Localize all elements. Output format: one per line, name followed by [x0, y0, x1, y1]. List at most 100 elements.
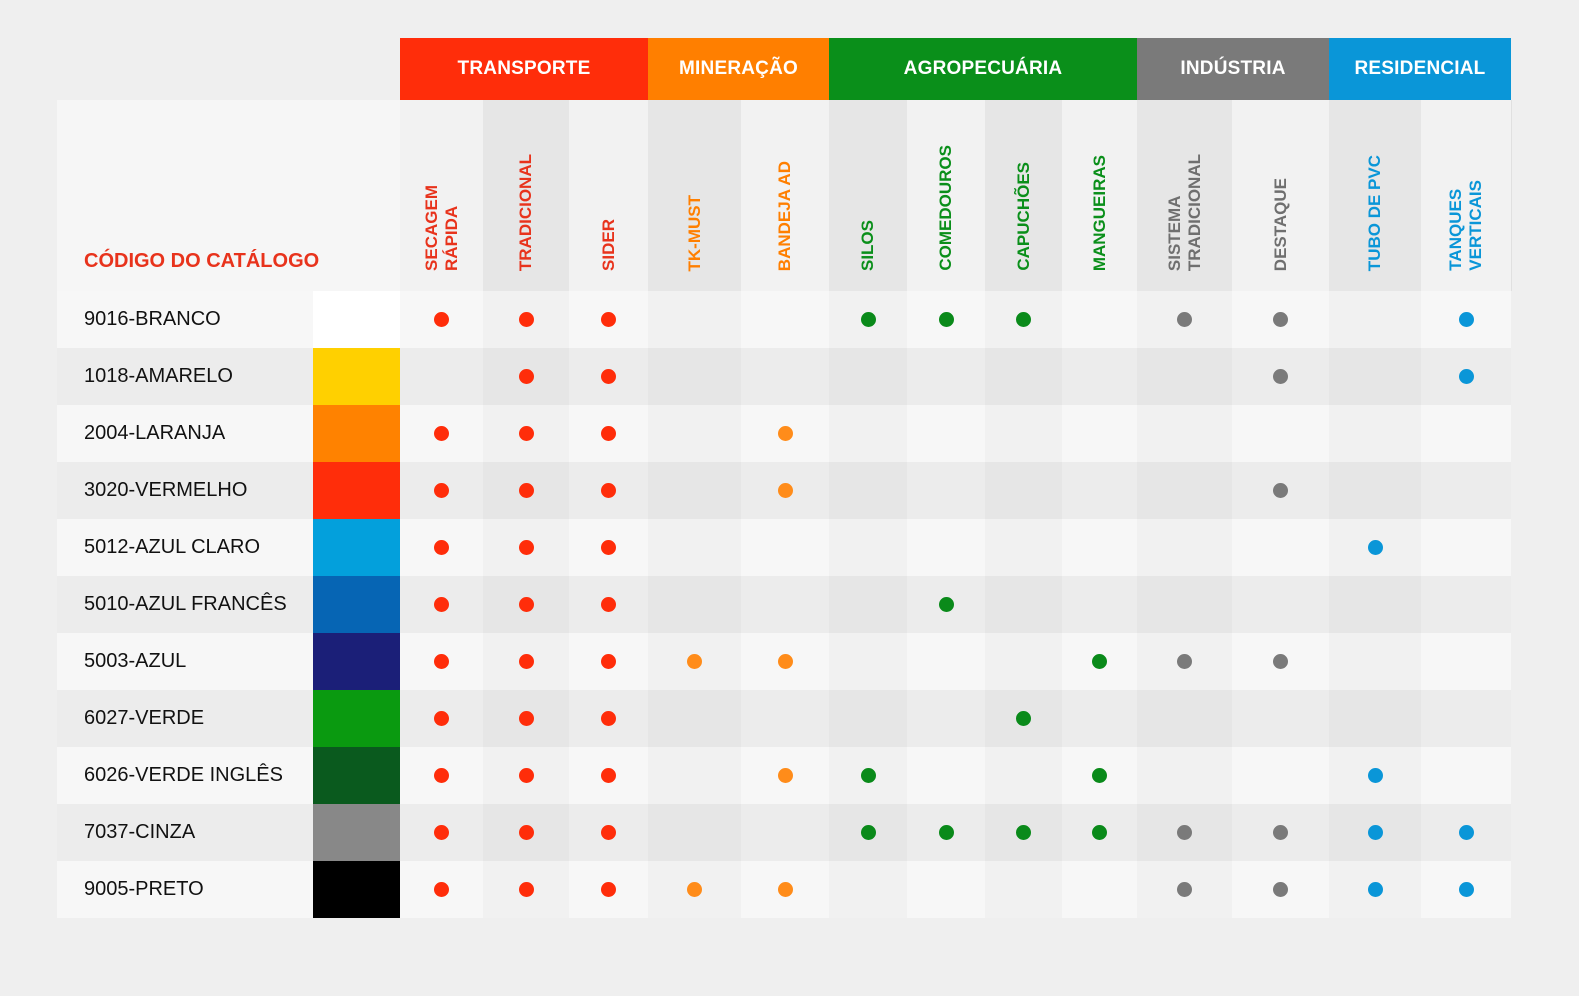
cell-shade	[648, 804, 741, 861]
availability-dot	[1273, 483, 1288, 498]
availability-dot	[518, 540, 534, 555]
row-color-code: 9005-PRETO	[84, 878, 204, 900]
cell-shade	[1137, 576, 1232, 633]
availability-dot	[601, 882, 616, 897]
availability-dot	[1458, 369, 1474, 384]
cell-shade	[985, 861, 1062, 918]
row-color-code: 9016-BRANCO	[84, 308, 221, 330]
availability-dot	[601, 426, 616, 441]
category-agropecuaria: AGROPECUÁRIA	[829, 38, 1137, 100]
cell-shade	[1137, 747, 1232, 804]
availability-dot	[434, 483, 449, 498]
cell-shade	[1137, 348, 1232, 405]
availability-dot	[1367, 882, 1383, 897]
availability-dot	[1367, 768, 1383, 783]
availability-dot	[777, 882, 793, 897]
availability-dot	[518, 312, 534, 327]
cell-shade	[648, 519, 741, 576]
availability-dot	[1092, 768, 1107, 783]
availability-dot	[601, 654, 616, 669]
column-header-label: TRADICIONAL	[516, 153, 535, 271]
availability-dot	[1177, 312, 1192, 327]
table-row	[57, 576, 1511, 633]
category-industria: INDÚSTRIA	[1137, 38, 1329, 100]
cell-shade	[648, 462, 741, 519]
availability-dot	[518, 369, 534, 384]
color-swatch	[313, 747, 400, 804]
cell-shade	[985, 633, 1062, 690]
availability-dot	[1458, 825, 1474, 840]
availability-dot	[518, 654, 534, 669]
column-header-label: SIDER	[598, 219, 618, 271]
row-color-code: 6027-VERDE	[84, 707, 205, 729]
cell-shade	[1137, 519, 1232, 576]
availability-dot	[1092, 654, 1107, 669]
row-color-code: 5003-AZUL	[84, 650, 187, 672]
availability-dot	[518, 711, 534, 726]
cell-shade	[985, 747, 1062, 804]
header-blank-area	[57, 100, 400, 291]
availability-dot	[1273, 882, 1288, 897]
column-header-label: COMEDOUROS	[936, 145, 955, 271]
availability-dot	[518, 825, 534, 840]
availability-dot	[434, 312, 449, 327]
category-transporte: TRANSPORTE	[400, 38, 648, 100]
column-header-label: SILOS	[858, 219, 877, 271]
availability-dot	[601, 483, 616, 498]
cell-shade	[648, 576, 741, 633]
row-color-code: 3020-VERMELHO	[84, 479, 248, 501]
cell-shade	[1329, 690, 1421, 747]
availability-dot	[434, 597, 449, 612]
cell-shade	[1329, 348, 1421, 405]
cell-shade	[829, 462, 907, 519]
availability-dot	[434, 768, 449, 783]
cell-shade	[1137, 690, 1232, 747]
availability-dot	[860, 312, 876, 327]
column-header-label: TUBO DE PVC	[1365, 154, 1384, 271]
column-header-label: DESTAQUE	[1270, 177, 1290, 271]
cell-shade	[985, 576, 1062, 633]
table-row	[57, 519, 1511, 576]
availability-dot	[777, 483, 793, 498]
column-header-label: SISTEMA TRADICIONAL	[1164, 153, 1204, 271]
column-header: COMEDOUROS	[907, 100, 986, 291]
availability-dot	[518, 882, 534, 897]
cell-shade	[648, 348, 741, 405]
availability-dot	[434, 825, 449, 840]
color-swatch	[313, 519, 400, 576]
availability-dot	[1177, 825, 1192, 840]
cell-shade	[1329, 462, 1421, 519]
availability-dot	[1367, 540, 1383, 555]
availability-dot	[434, 711, 449, 726]
availability-dot	[1273, 369, 1288, 384]
color-swatch	[313, 690, 400, 747]
column-header-label: BANDEJA AD	[775, 160, 794, 271]
cell-shade	[985, 405, 1062, 462]
column-header: TANQUES VERTICAIS	[1421, 100, 1512, 291]
column-header-label: TANQUES VERTICAIS	[1446, 180, 1485, 271]
cell-shade	[829, 405, 907, 462]
column-header: SIDER	[569, 100, 649, 291]
availability-dot	[1092, 825, 1107, 840]
cell-shade	[1329, 633, 1421, 690]
row-color-code: 2004-LARANJA	[84, 422, 226, 444]
column-header-label: CAPUCHÕES	[1013, 162, 1033, 271]
availability-dot	[687, 654, 702, 669]
availability-dot	[687, 882, 702, 897]
column-header: TUBO DE PVC	[1329, 100, 1422, 291]
color-swatch	[313, 576, 400, 633]
cell-shade	[1137, 405, 1232, 462]
availability-dot	[1016, 825, 1031, 840]
column-header: TK-MUST	[648, 100, 742, 291]
cell-shade	[985, 462, 1062, 519]
availability-dot	[434, 426, 449, 441]
cell-shade	[1329, 291, 1421, 348]
availability-dot	[434, 882, 449, 897]
cell-shade	[829, 690, 907, 747]
availability-dot	[601, 369, 616, 384]
row-color-code: 5010-AZUL FRANCÊS	[84, 593, 287, 615]
cell-shade	[1329, 576, 1421, 633]
availability-dot	[1273, 312, 1288, 327]
cell-shade	[648, 405, 741, 462]
column-header: MANGUEIRAS	[1062, 100, 1138, 291]
